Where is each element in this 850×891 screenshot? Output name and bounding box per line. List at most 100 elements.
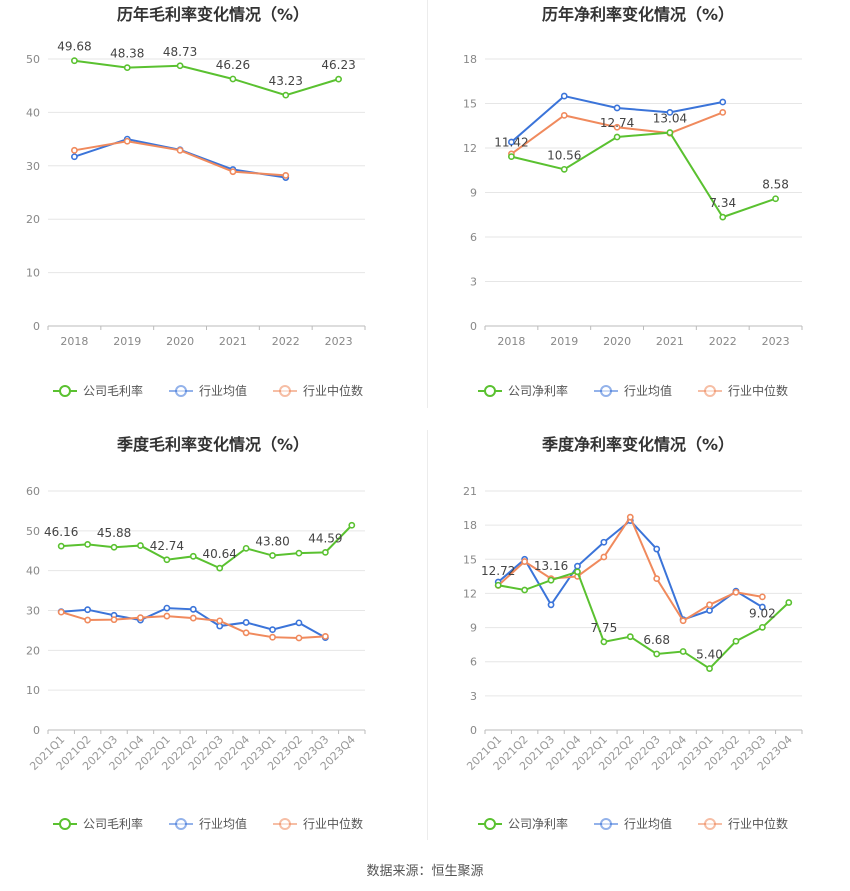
data-label: 46.23 (321, 58, 355, 72)
y-tick-label: 9 (470, 187, 477, 200)
data-label: 48.73 (163, 45, 197, 59)
x-tick-label: 2020 (603, 335, 631, 348)
data-point-avg (508, 138, 515, 146)
legend-marker (704, 385, 716, 397)
legend-label: 公司毛利率 (83, 383, 143, 398)
data-label: 43.23 (269, 74, 303, 88)
y-tick-label: 15 (463, 553, 477, 566)
legend-item-median: 行业中位数 (698, 383, 788, 398)
series-line-company (498, 570, 790, 670)
data-label: 7.34 (709, 196, 736, 210)
data-point-avg (574, 562, 581, 570)
data-point-company (269, 552, 276, 559)
data-point-company (521, 586, 529, 594)
legend-item-company: 公司净利率 (478, 816, 568, 831)
data-label: 48.38 (110, 47, 144, 61)
data-point-median (321, 632, 329, 640)
data-point-company (508, 153, 515, 161)
series-line-company (511, 131, 776, 219)
data-label: 8.58 (762, 178, 789, 192)
y-tick-label: 6 (470, 231, 477, 244)
data-point-company (137, 542, 144, 549)
data-label: 49.68 (57, 40, 91, 54)
legend-item-avg: 行业均值 (169, 383, 247, 398)
legend-item-avg: 行业均值 (594, 816, 672, 831)
y-tick-label: 6 (470, 656, 477, 669)
data-point-company (282, 91, 290, 99)
data-point-median (71, 146, 78, 154)
data-source-note: 数据来源：恒生聚源 (366, 864, 484, 879)
y-tick-label: 21 (463, 485, 477, 498)
data-point-avg (560, 92, 568, 100)
data-label: 46.26 (216, 58, 250, 72)
y-tick-label: 30 (26, 605, 40, 618)
data-point-median (613, 123, 621, 131)
data-point-company (706, 665, 713, 672)
data-point-company (110, 543, 118, 551)
data-point-median (176, 146, 184, 154)
y-tick-label: 20 (26, 644, 40, 657)
legend-item-median: 行业中位数 (273, 383, 363, 398)
data-point-company (600, 638, 608, 646)
y-tick-label: 12 (463, 142, 477, 155)
legend-item-avg: 行业均值 (594, 383, 672, 398)
chart-title: 季度毛利率变化情况（%） (116, 435, 309, 454)
data-point-median (189, 614, 197, 622)
data-point-median (521, 558, 529, 565)
data-point-median (84, 616, 92, 624)
y-tick-label: 0 (33, 724, 40, 737)
y-tick-label: 0 (470, 320, 477, 333)
y-tick-label: 9 (470, 622, 477, 635)
data-label: 46.16 (44, 525, 78, 539)
chart-1: 历年毛利率变化情况（%） 0 10 20 30 40 50 2018 2019 2020 2021 2… (26, 5, 366, 398)
y-tick-label: 40 (26, 106, 40, 119)
data-label: 11.42 (494, 136, 528, 150)
chart-title: 历年净利率变化情况（%） (542, 5, 734, 24)
data-label: 6.68 (643, 633, 670, 647)
data-point-company (547, 576, 555, 584)
y-tick-label: 40 (26, 565, 40, 578)
data-point-company (295, 549, 303, 557)
legend-marker (175, 385, 187, 397)
y-tick-label: 18 (463, 519, 477, 532)
data-point-company (626, 633, 634, 641)
y-tick-label: 20 (26, 213, 40, 226)
chart-3: 季度毛利率变化情况（%）01020304050602021Q12021Q2202… (26, 435, 366, 831)
data-point-company (176, 62, 184, 70)
data-point-avg (163, 604, 171, 612)
chart-title: 季度净利率变化情况（%） (541, 435, 734, 454)
data-label: 13.04 (653, 112, 687, 126)
y-tick-label: 3 (470, 690, 477, 703)
data-point-median (57, 608, 65, 616)
data-label: 45.88 (97, 526, 131, 540)
data-point-avg (269, 626, 276, 634)
legend-label: 公司净利率 (508, 383, 568, 398)
legend-item-avg: 行业均值 (169, 816, 247, 831)
data-point-company (71, 57, 78, 65)
data-point-avg (613, 104, 621, 112)
data-point-median (163, 612, 171, 620)
data-point-avg (653, 545, 661, 553)
data-point-avg (242, 619, 250, 626)
legend-label: 行业均值 (624, 816, 672, 831)
y-tick-label: 50 (26, 525, 40, 538)
legend-label: 行业中位数 (303, 383, 363, 398)
x-tick-label: 2019 (550, 335, 578, 348)
data-label: 13.16 (534, 559, 568, 573)
legend-marker (600, 385, 612, 397)
data-point-avg (547, 601, 555, 609)
data-point-company (242, 544, 250, 552)
data-label: 9.02 (749, 606, 776, 620)
data-point-median (242, 629, 250, 637)
legend-item-company: 公司毛利率 (53, 816, 143, 831)
x-tick-label: 2018 (497, 335, 525, 348)
data-label: 7.75 (591, 621, 618, 635)
y-tick-label: 12 (463, 587, 477, 600)
data-label: 43.80 (255, 535, 289, 549)
data-point-company (772, 195, 779, 203)
y-tick-label: 10 (26, 267, 40, 280)
data-point-avg (295, 619, 303, 627)
data-point-company (163, 556, 171, 564)
data-point-median (626, 513, 634, 521)
